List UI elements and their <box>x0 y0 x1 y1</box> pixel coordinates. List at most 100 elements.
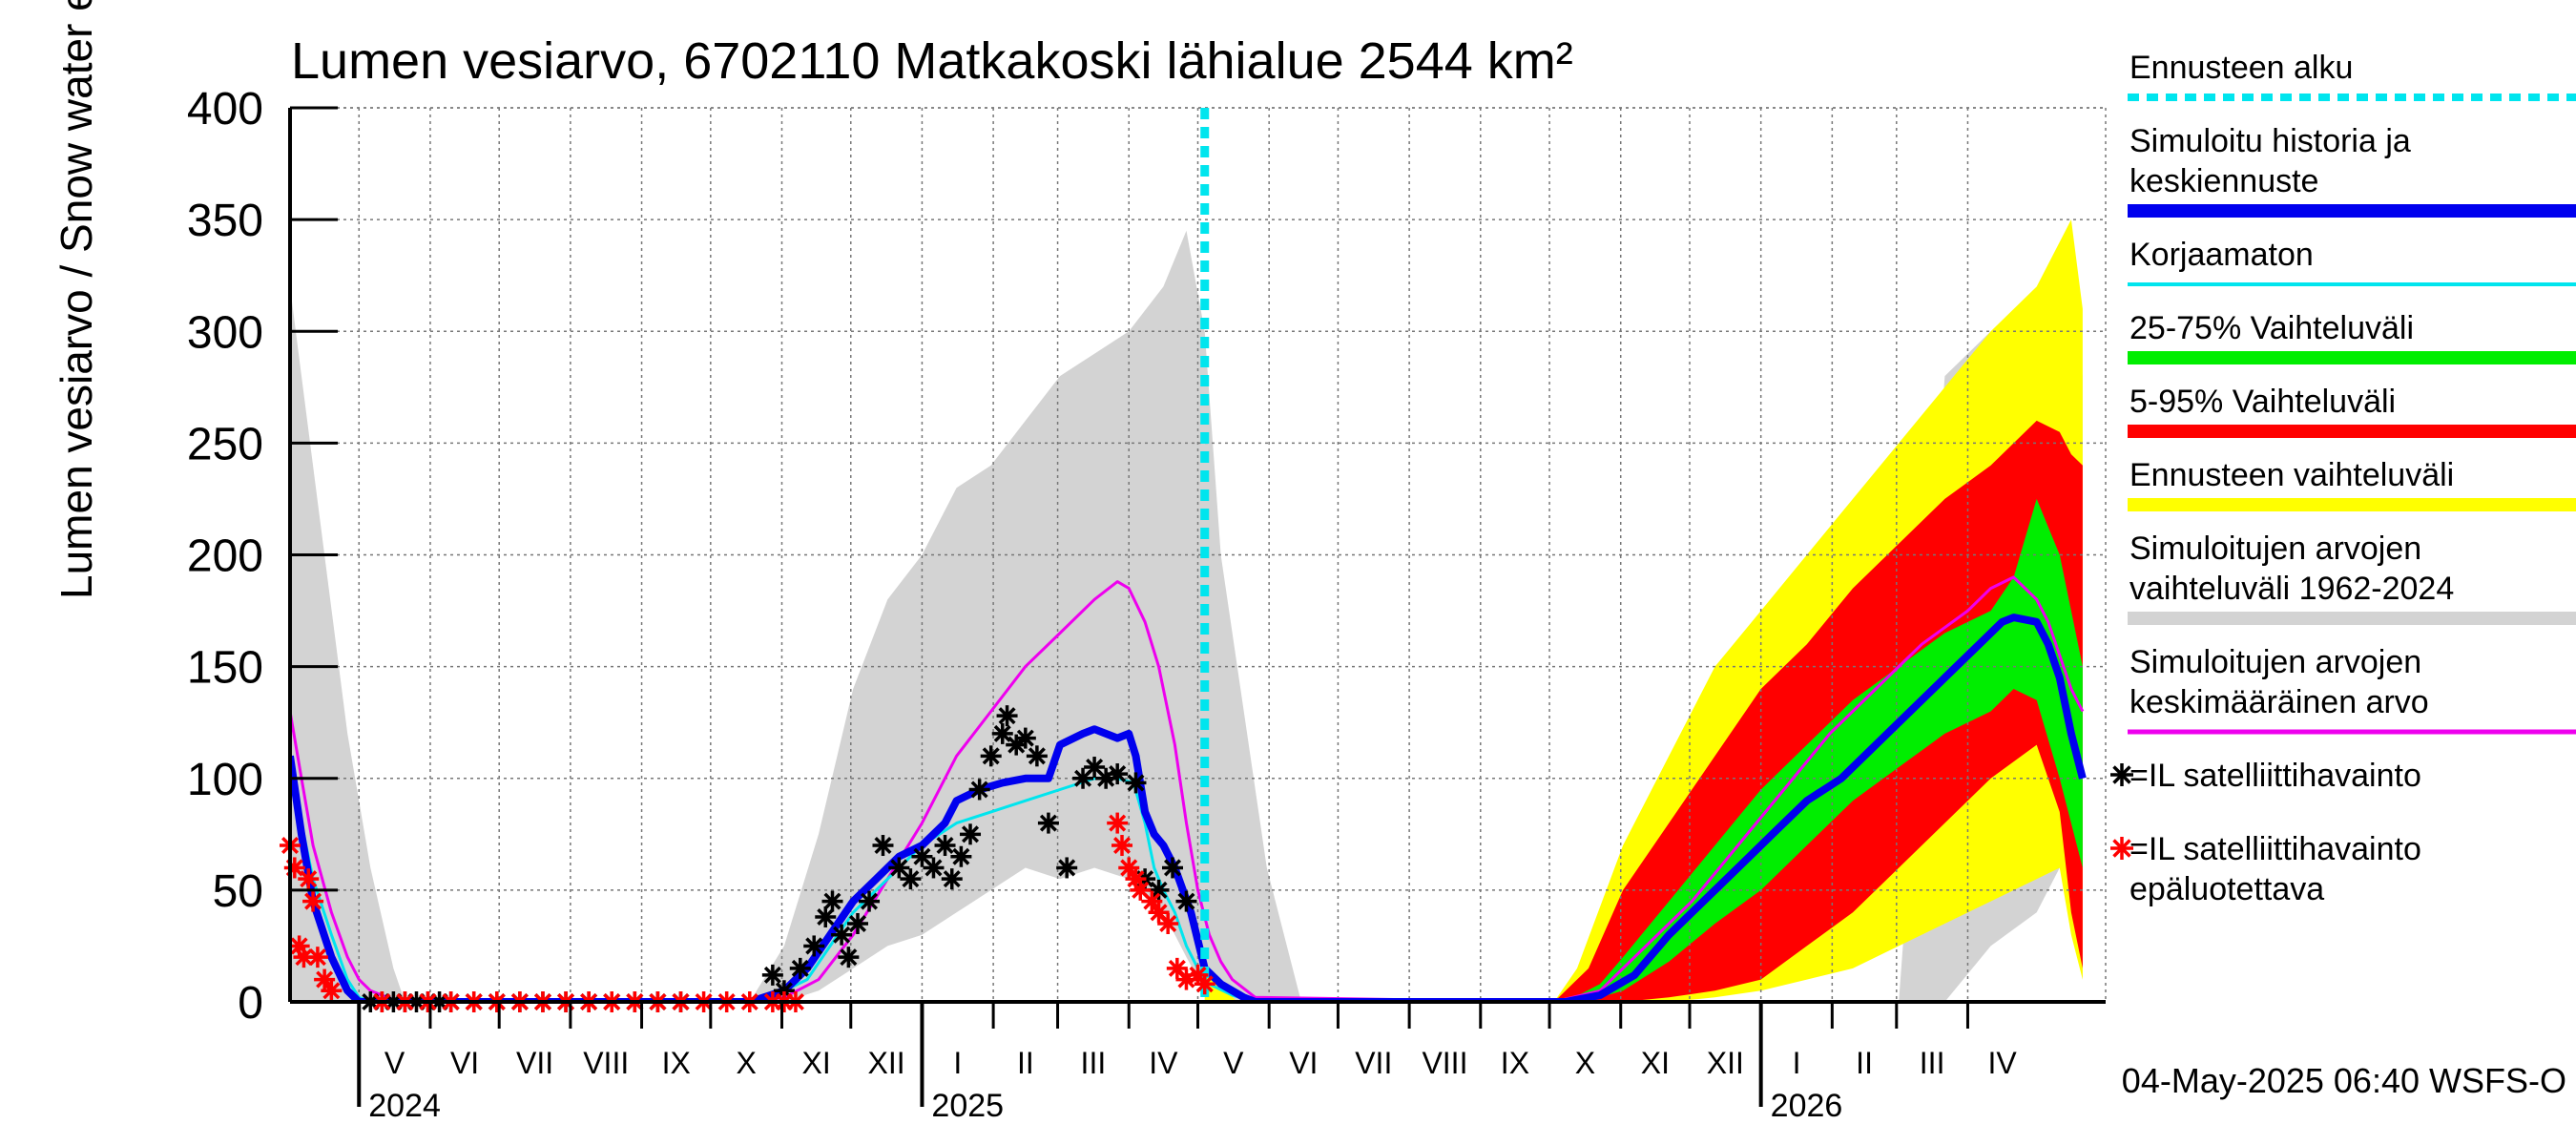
observation-point <box>1056 857 1078 879</box>
y-tick-label: 200 <box>187 531 263 582</box>
observation-point-unreliable <box>321 980 343 1002</box>
month-label: X <box>1575 1046 1595 1080</box>
observation-point-unreliable <box>298 868 320 890</box>
observation-point <box>923 857 945 879</box>
month-label: XI <box>802 1046 831 1080</box>
legend-label: epäluotettava <box>2129 871 2324 907</box>
legend-swatch <box>2110 837 2133 860</box>
observation-point <box>803 935 825 957</box>
observation-point <box>872 835 894 857</box>
month-label: VIII <box>583 1046 629 1080</box>
y-tick-label: 50 <box>213 866 263 917</box>
observation-point <box>941 868 963 890</box>
observation-point <box>1175 890 1197 912</box>
year-label: 2025 <box>931 1088 1004 1124</box>
legend-item-6: Simuloitujen arvojen vaihteluväli 1962-20… <box>2128 531 2576 625</box>
year-label: 2026 <box>1771 1088 1843 1124</box>
month-label: III <box>1920 1046 1945 1080</box>
legend-item-8: =IL satelliittihavainto <box>2110 758 2421 794</box>
y-tick-label: 250 <box>187 419 263 469</box>
observation-point <box>934 835 956 857</box>
observation-point <box>888 857 910 879</box>
month-label: II <box>1017 1046 1034 1080</box>
legend-swatch <box>2110 763 2133 786</box>
observation-point-unreliable <box>1141 890 1163 912</box>
observation-point <box>789 957 811 979</box>
observation-point <box>968 779 990 801</box>
legend-label: keskiennuste <box>2129 163 2318 199</box>
y-tick-label: 350 <box>187 196 263 246</box>
month-label: X <box>736 1046 756 1080</box>
observation-point-unreliable <box>1111 835 1133 857</box>
timestamp-footer: 04-May-2025 06:40 WSFS-O <box>2122 1061 2566 1100</box>
observation-point <box>761 964 783 986</box>
month-label: III <box>1081 1046 1107 1080</box>
legend-label: =IL satelliittihavainto <box>2129 758 2421 794</box>
legend-item-2: Korjaamaton <box>2128 237 2576 286</box>
month-label: VI <box>1289 1046 1318 1080</box>
legend-label: Simuloitujen arvojen <box>2129 644 2421 680</box>
legend-item-7: Simuloitujen arvojen keskimääräinen arvo <box>2128 644 2576 735</box>
y-tick-label: 400 <box>187 84 263 135</box>
month-label: I <box>1793 1046 1801 1080</box>
observation-point <box>815 906 837 927</box>
observation-point-unreliable <box>1107 812 1129 834</box>
month-label: II <box>1856 1046 1873 1080</box>
observation-point <box>1148 879 1170 901</box>
y-tick-label: 100 <box>187 755 263 805</box>
observation-point-unreliable <box>1157 913 1179 935</box>
legend-item-4: 5-95% Vaihteluväli <box>2128 384 2576 438</box>
band-0 <box>290 230 2083 1002</box>
observation-point <box>991 722 1013 744</box>
legend-item-9: =IL satelliittihavainto epäluotettava <box>2110 831 2421 907</box>
legend-label: vaihteluväli 1962-2024 <box>2129 571 2454 607</box>
legend-item-3: 25-75% Vaihteluväli <box>2128 310 2576 364</box>
legend-label: 5-95% Vaihteluväli <box>2129 384 2396 420</box>
band-2 <box>1553 420 2083 1002</box>
month-label: VII <box>1355 1046 1392 1080</box>
month-label: IV <box>1987 1046 2017 1080</box>
month-label: VII <box>516 1046 553 1080</box>
legend-label: Ennusteen vaihteluväli <box>2129 457 2454 493</box>
month-label: XII <box>1707 1046 1744 1080</box>
series-line-1 <box>290 756 1257 1002</box>
month-label: I <box>953 1046 962 1080</box>
observation-point <box>900 868 922 890</box>
chart-title: Lumen vesiarvo, 6702110 Matkakoski lähia… <box>291 32 1573 90</box>
observation-point-unreliable <box>302 890 324 912</box>
month-label: XI <box>1641 1046 1670 1080</box>
observation-point <box>1125 772 1147 794</box>
legend-label: Simuloitujen arvojen <box>2129 531 2421 567</box>
month-label: V <box>384 1046 405 1080</box>
observation-point <box>1026 745 1048 767</box>
observation-point <box>996 705 1018 727</box>
observation-point-unreliable <box>283 857 305 879</box>
month-label: VIII <box>1422 1046 1467 1080</box>
y-tick-label: 300 <box>187 307 263 358</box>
observation-point <box>859 890 881 912</box>
observation-point-unreliable <box>314 968 336 990</box>
month-label: IX <box>662 1046 691 1080</box>
band-3 <box>1565 498 2083 1002</box>
observation-point <box>821 890 843 912</box>
observation-point-unreliable <box>1166 957 1188 979</box>
y-axis-label: Lumen vesiarvo / Snow water equiv. mm <box>52 0 101 599</box>
observation-point <box>1107 763 1129 785</box>
month-label: IX <box>1501 1046 1529 1080</box>
legend-item-5: Ennusteen vaihteluväli <box>2128 457 2576 511</box>
legend-item-1: Simuloitu historia ja keskiennuste <box>2128 123 2576 218</box>
observation-point <box>960 823 982 845</box>
month-label: IV <box>1149 1046 1178 1080</box>
month-label: VI <box>450 1046 479 1080</box>
month-label: XII <box>868 1046 905 1080</box>
observation-point <box>980 745 1002 767</box>
observation-point <box>1014 727 1036 749</box>
y-tick-label: 0 <box>238 978 263 1029</box>
legend-item-0: Ennusteen alku <box>2128 50 2576 101</box>
observation-point <box>1037 812 1059 834</box>
observation-point <box>831 924 853 946</box>
legend-label: Korjaamaton <box>2129 237 2314 273</box>
observation-point <box>838 947 860 968</box>
legend-label: 25-75% Vaihteluväli <box>2129 310 2414 346</box>
